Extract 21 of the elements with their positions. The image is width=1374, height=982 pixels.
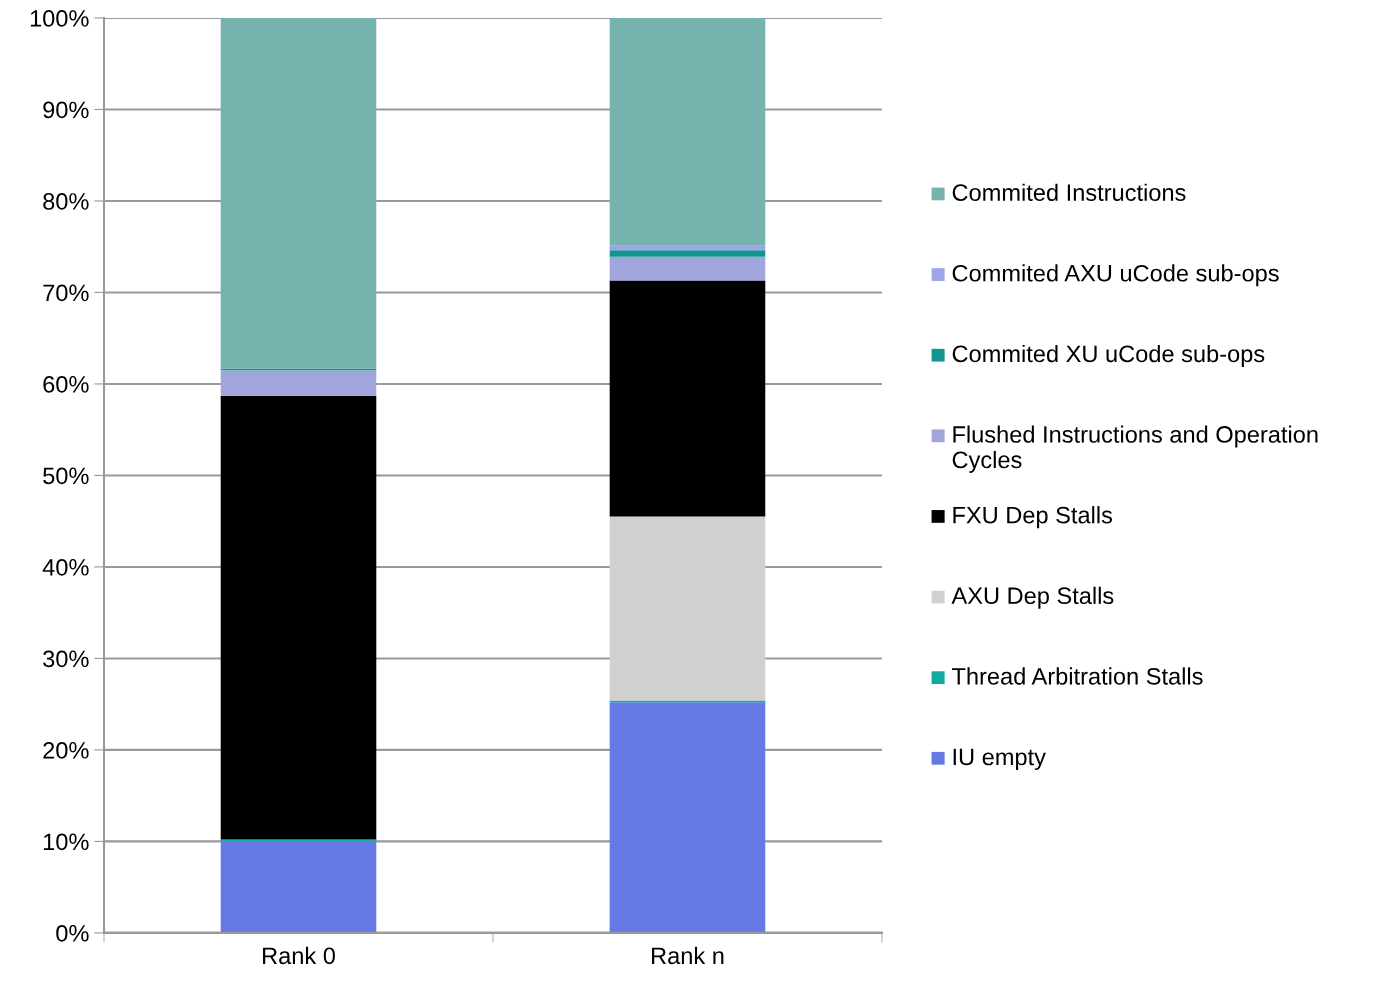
y-tick-label: 80%	[43, 193, 89, 210]
y-tick-label: 50%	[43, 467, 89, 485]
legend-label: AXU Dep Stalls	[951, 586, 1114, 609]
legend-label: Commited Instructions	[952, 183, 1186, 201]
legend-label: Commited AXU uCode sub-ops	[952, 264, 1279, 287]
y-tick-label: 0%	[56, 924, 89, 942]
legend-label: Flushed Instructions and Operation Cycles	[952, 425, 1318, 473]
y-tick-label: 40%	[42, 559, 89, 576]
y-tick-label: 90%	[43, 101, 89, 119]
y-tick-label: 10%	[43, 833, 89, 851]
y-tick-label: 30%	[43, 650, 89, 668]
y-tick-label: 70%	[43, 284, 89, 302]
legend-label: Commited XU uCode sub-ops	[952, 344, 1265, 367]
y-tick-label: 20%	[43, 741, 89, 759]
legend-label: FXU Dep Stalls	[953, 506, 1113, 529]
y-tick-label: 60%	[43, 376, 89, 393]
y-tick-label: 100%	[30, 10, 89, 27]
legend-label: IU empty	[953, 748, 1046, 770]
x-tick-label: Rank 0	[263, 946, 335, 965]
legend-label: Thread Arbitration Stalls	[952, 667, 1203, 685]
x-tick-label: Rank n	[652, 946, 724, 965]
